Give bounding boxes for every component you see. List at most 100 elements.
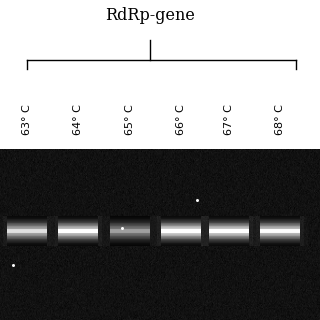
- Bar: [209, 225, 249, 226]
- Bar: [7, 242, 47, 243]
- Bar: [109, 226, 150, 227]
- Bar: [161, 234, 201, 235]
- Bar: [109, 222, 150, 223]
- Bar: [209, 239, 249, 240]
- Bar: [58, 223, 99, 224]
- Bar: [209, 224, 249, 225]
- Bar: [161, 219, 201, 220]
- Bar: [161, 242, 201, 243]
- Bar: [161, 239, 201, 240]
- Bar: [201, 216, 209, 246]
- Bar: [260, 233, 300, 234]
- Bar: [260, 238, 300, 239]
- Bar: [58, 245, 99, 246]
- Bar: [150, 216, 157, 246]
- Bar: [161, 245, 201, 246]
- Bar: [161, 232, 201, 233]
- Bar: [58, 216, 99, 217]
- Bar: [58, 244, 99, 245]
- Bar: [209, 217, 249, 218]
- Bar: [58, 217, 99, 218]
- Bar: [58, 221, 99, 222]
- Bar: [7, 236, 47, 237]
- Bar: [260, 218, 300, 219]
- Bar: [7, 226, 47, 227]
- Bar: [58, 243, 99, 244]
- Bar: [300, 216, 304, 246]
- Bar: [58, 225, 99, 226]
- Bar: [54, 216, 58, 246]
- Bar: [102, 216, 109, 246]
- Bar: [109, 228, 150, 229]
- Bar: [260, 245, 300, 246]
- Bar: [209, 222, 249, 223]
- Bar: [7, 227, 47, 228]
- Text: 66° C: 66° C: [176, 104, 186, 135]
- Bar: [58, 238, 99, 239]
- Bar: [109, 221, 150, 222]
- Text: 68° C: 68° C: [275, 104, 285, 135]
- Bar: [260, 219, 300, 220]
- Bar: [260, 227, 300, 228]
- Bar: [4, 216, 7, 246]
- Bar: [209, 219, 249, 220]
- Bar: [7, 222, 47, 223]
- Bar: [7, 224, 47, 225]
- Bar: [161, 226, 201, 227]
- Bar: [260, 226, 300, 227]
- Bar: [58, 242, 99, 243]
- Bar: [161, 231, 201, 232]
- Bar: [0, 216, 7, 246]
- Bar: [58, 229, 99, 230]
- Bar: [209, 245, 249, 246]
- Bar: [249, 216, 257, 246]
- Bar: [161, 229, 201, 230]
- Bar: [209, 230, 249, 231]
- Bar: [209, 223, 249, 224]
- Bar: [47, 216, 55, 246]
- Bar: [109, 237, 150, 238]
- Bar: [99, 216, 106, 246]
- Text: RdRp-gene: RdRp-gene: [106, 7, 195, 24]
- Bar: [260, 234, 300, 235]
- Bar: [51, 216, 58, 246]
- Bar: [58, 240, 99, 241]
- Bar: [209, 220, 249, 221]
- Bar: [260, 244, 300, 245]
- Bar: [7, 219, 47, 220]
- Bar: [260, 216, 300, 217]
- Bar: [109, 238, 150, 239]
- Bar: [58, 237, 99, 238]
- Bar: [209, 221, 249, 222]
- Bar: [58, 224, 99, 225]
- Bar: [260, 221, 300, 222]
- Bar: [109, 230, 150, 231]
- Bar: [7, 229, 47, 230]
- Bar: [209, 243, 249, 244]
- Bar: [161, 235, 201, 236]
- Bar: [161, 224, 201, 225]
- Bar: [109, 233, 150, 234]
- Bar: [58, 218, 99, 219]
- Bar: [260, 225, 300, 226]
- Bar: [260, 240, 300, 241]
- Bar: [209, 216, 249, 217]
- Bar: [260, 232, 300, 233]
- Bar: [209, 235, 249, 236]
- Bar: [109, 231, 150, 232]
- Bar: [161, 220, 201, 221]
- Bar: [209, 236, 249, 237]
- Bar: [58, 232, 99, 233]
- Bar: [109, 219, 150, 220]
- Bar: [58, 231, 99, 232]
- Text: 63° C: 63° C: [22, 104, 32, 135]
- Bar: [109, 224, 150, 225]
- Bar: [109, 223, 150, 224]
- Bar: [7, 244, 47, 245]
- Bar: [150, 216, 154, 246]
- Bar: [260, 231, 300, 232]
- Bar: [161, 243, 201, 244]
- Bar: [58, 239, 99, 240]
- Bar: [109, 239, 150, 240]
- Bar: [7, 216, 47, 217]
